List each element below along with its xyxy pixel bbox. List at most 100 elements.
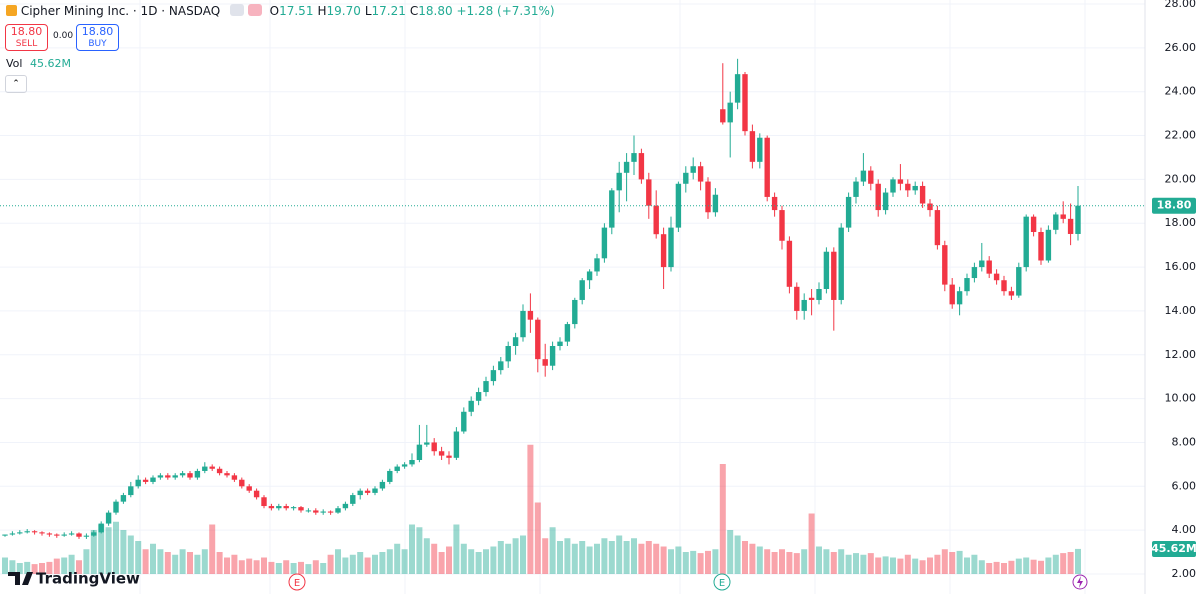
candle-body (46, 533, 53, 535)
candle-body (261, 497, 267, 507)
candle-body (956, 291, 963, 305)
candle-body (1038, 232, 1044, 261)
candle-body (771, 196, 778, 211)
lightning-icon (1077, 576, 1083, 588)
candle-body (601, 227, 608, 259)
candle-body (794, 286, 800, 311)
candle-body (823, 251, 830, 289)
volume-bar (823, 549, 830, 574)
candle-body (734, 74, 741, 103)
volume-bar (875, 557, 882, 574)
candle-body (135, 479, 141, 487)
candle-body (993, 273, 1000, 281)
candle-body (187, 473, 193, 478)
candle-body (76, 533, 82, 537)
candle-body (831, 251, 837, 300)
volume-bar (157, 549, 164, 574)
candle-body (853, 181, 859, 197)
volume-bar (867, 553, 874, 574)
collapse-button[interactable]: ⌃ (5, 75, 27, 93)
candle-body (505, 346, 511, 362)
candle-body (268, 506, 275, 509)
volume-bar (505, 543, 512, 574)
volume-bar (564, 538, 571, 574)
volume-bar (934, 554, 941, 574)
volume-bar (438, 552, 445, 574)
volume-bar (579, 541, 586, 574)
candle-body (816, 289, 822, 300)
volume-bar (31, 564, 38, 574)
candle-body (631, 153, 637, 162)
volume-bar (468, 549, 475, 574)
volume-bar (290, 563, 297, 574)
ohlc-value: 19.70 (326, 4, 361, 18)
volume-bar (90, 530, 97, 574)
volume-bar (283, 560, 290, 574)
candle-body (231, 475, 238, 480)
volume-bar (416, 527, 423, 574)
volume-bar (201, 549, 208, 574)
volume-bar (39, 563, 45, 574)
candle-body (1008, 291, 1015, 296)
candle-body (157, 475, 164, 478)
volume-bar (127, 535, 134, 574)
candle-body (468, 400, 474, 412)
candle-body (387, 470, 393, 482)
candle-body (875, 183, 881, 211)
volume-bar (816, 546, 822, 574)
candle-body (868, 170, 874, 184)
candle-body (705, 181, 711, 213)
y-tick-label: 26.00 (1165, 41, 1197, 54)
volume-bar (172, 554, 179, 574)
y-tick-label: 2.00 (1172, 567, 1197, 580)
earnings-icon (288, 573, 306, 591)
change: +1.28 (+7.31%) (456, 4, 555, 18)
volume-bar (690, 550, 697, 574)
volume-bar (298, 561, 304, 574)
volume-bar (24, 561, 31, 574)
status-icon[interactable] (229, 4, 244, 16)
status-icon[interactable] (247, 4, 262, 16)
volume-bar (557, 541, 563, 574)
candle-body (520, 310, 526, 338)
candle-body (253, 490, 260, 498)
volume-bar (83, 549, 90, 574)
volume-bar (549, 527, 556, 574)
volume-bar (801, 549, 808, 574)
candle-body (1053, 214, 1059, 230)
sell-button[interactable]: 18.80 SELL (5, 24, 48, 51)
y-tick-label: 22.00 (1165, 129, 1197, 142)
candle-body (202, 466, 208, 471)
candle-body (1045, 229, 1052, 261)
candle-body (209, 466, 215, 469)
buy-button[interactable]: 18.80 BUY (76, 24, 119, 51)
buy-label: BUY (88, 39, 107, 49)
candle-body (579, 280, 585, 300)
volume-bar (845, 554, 852, 574)
candle-body (379, 481, 386, 489)
candle-body (535, 319, 541, 360)
candle-body (483, 381, 489, 393)
volume-bar (786, 552, 793, 574)
candle-body (172, 475, 178, 478)
volume-bar (497, 541, 504, 574)
candle-body (150, 477, 156, 482)
volume-bar (949, 552, 956, 574)
candle-body (690, 166, 696, 173)
candle-body (572, 299, 578, 325)
candle-body (142, 479, 149, 482)
candle-body (9, 533, 16, 535)
volume-bar (682, 552, 689, 574)
earnings-label: E (719, 578, 725, 589)
volume-bar (394, 543, 401, 574)
volume-bar (520, 535, 526, 574)
candle-body (1001, 280, 1007, 292)
candle-body (105, 512, 112, 524)
volume-bar (749, 543, 756, 574)
candle-body (31, 531, 38, 533)
volume-bar (594, 543, 600, 574)
volume-bar (246, 558, 253, 574)
volume-bar (105, 527, 112, 574)
candle-body (372, 488, 378, 493)
